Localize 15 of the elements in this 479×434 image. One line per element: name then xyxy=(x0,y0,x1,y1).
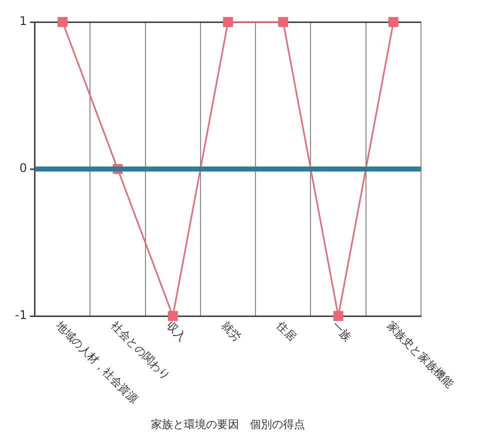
x-tick-label: 収入 xyxy=(164,318,188,344)
x-tick-label: 住居 xyxy=(274,318,299,344)
y-tick-label: 0 xyxy=(19,161,27,176)
x-axis-title: 家族と環境の要因 個別の得点 xyxy=(150,418,305,431)
point xyxy=(333,311,344,321)
x-tick-label: 一族 xyxy=(329,318,354,344)
y-tick-label: 1 xyxy=(19,14,27,28)
point xyxy=(223,17,233,27)
point xyxy=(388,17,398,27)
x-tick-label: 家族史と家族機能 xyxy=(384,318,456,390)
point xyxy=(278,17,288,27)
point xyxy=(168,311,178,321)
y-tick-label: -1 xyxy=(14,308,27,322)
point xyxy=(58,17,68,27)
x-tick-label: 就労 xyxy=(218,318,244,344)
